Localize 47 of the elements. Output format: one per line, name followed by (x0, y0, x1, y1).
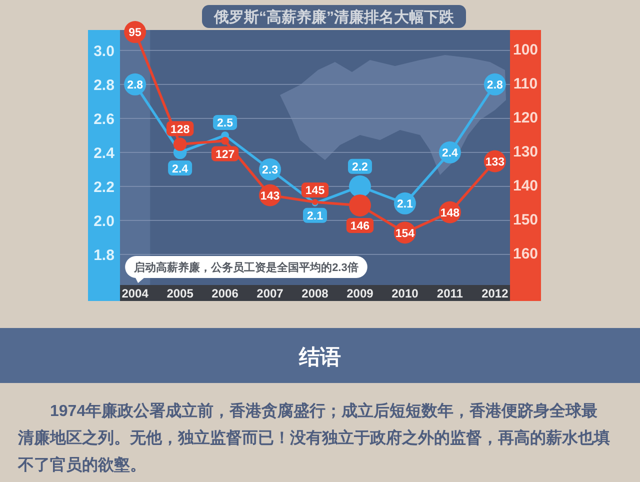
y-tick-label: 2.8 (94, 76, 114, 94)
annotation: 启动高薪养廉，公务员工资是全国平均的2.3倍 (133, 261, 358, 274)
data-label: 146 (350, 220, 370, 233)
y2-tick-label: 110 (513, 76, 538, 93)
text: 结语 (298, 346, 341, 369)
y2-tick-label: 160 (512, 246, 538, 263)
x-tick-label: 2009 (346, 286, 374, 300)
y-tick-label: 2.0 (94, 212, 114, 230)
y-tick-label: 1.8 (94, 246, 114, 264)
y-tick-label: 2.2 (94, 178, 114, 196)
data-label: 154 (395, 228, 416, 240)
data-label: 95 (128, 27, 142, 40)
y-tick-label: 2.4 (94, 144, 116, 162)
x-tick-label: 2011 (436, 286, 464, 300)
x-tick-label: 2008 (302, 286, 329, 300)
data-label: 2.3 (262, 164, 278, 177)
data-label: 2.4 (442, 148, 459, 160)
data-label: 2.8 (486, 80, 504, 92)
data-label: 2.2 (352, 162, 368, 174)
data-label: 127 (215, 148, 235, 161)
point (348, 194, 371, 216)
data-label: 128 (170, 124, 190, 136)
data-label: 2.1 (307, 210, 324, 223)
x-tick-label: 2007 (256, 286, 284, 300)
y2-tick-label: 150 (512, 212, 538, 229)
data-label: 2.1 (396, 198, 414, 211)
x-tick-label: 2005 (166, 286, 194, 300)
data-label: 148 (440, 207, 460, 220)
data-label: 143 (260, 190, 280, 202)
y2-tick-label: 140 (512, 178, 538, 195)
x-tick-label: 2004 (122, 286, 149, 300)
y-tick-label: 2.6 (94, 110, 114, 128)
x-tick-label: 2006 (212, 286, 239, 300)
data-label: 133 (485, 156, 505, 168)
chart-title: 俄罗斯“高薪养廉”清廉排名大幅下跌 (213, 8, 455, 26)
x-tick-label: 2010 (392, 286, 419, 300)
text: 1974年廉政公署成立前，香港贪腐盛行；成立后短短数年，香港便跻身全球最清廉地区之列。无他，独立监督而已！没有独立于政府之外的监督，再高的薪水也填不了官员的欲壑。 (18, 401, 611, 476)
data-label: 2.4 (172, 163, 189, 176)
data-label: 145 (305, 185, 326, 198)
point (348, 175, 371, 198)
data-label: 2.8 (127, 80, 144, 92)
y2-tick-label: 100 (512, 42, 538, 59)
y-tick-label: 3.0 (94, 42, 114, 60)
y2-tick-label: 120 (512, 110, 538, 127)
x-tick-label: 2012 (482, 286, 509, 300)
y2-tick-label: 130 (512, 144, 538, 161)
data-label: 2.5 (217, 118, 234, 130)
